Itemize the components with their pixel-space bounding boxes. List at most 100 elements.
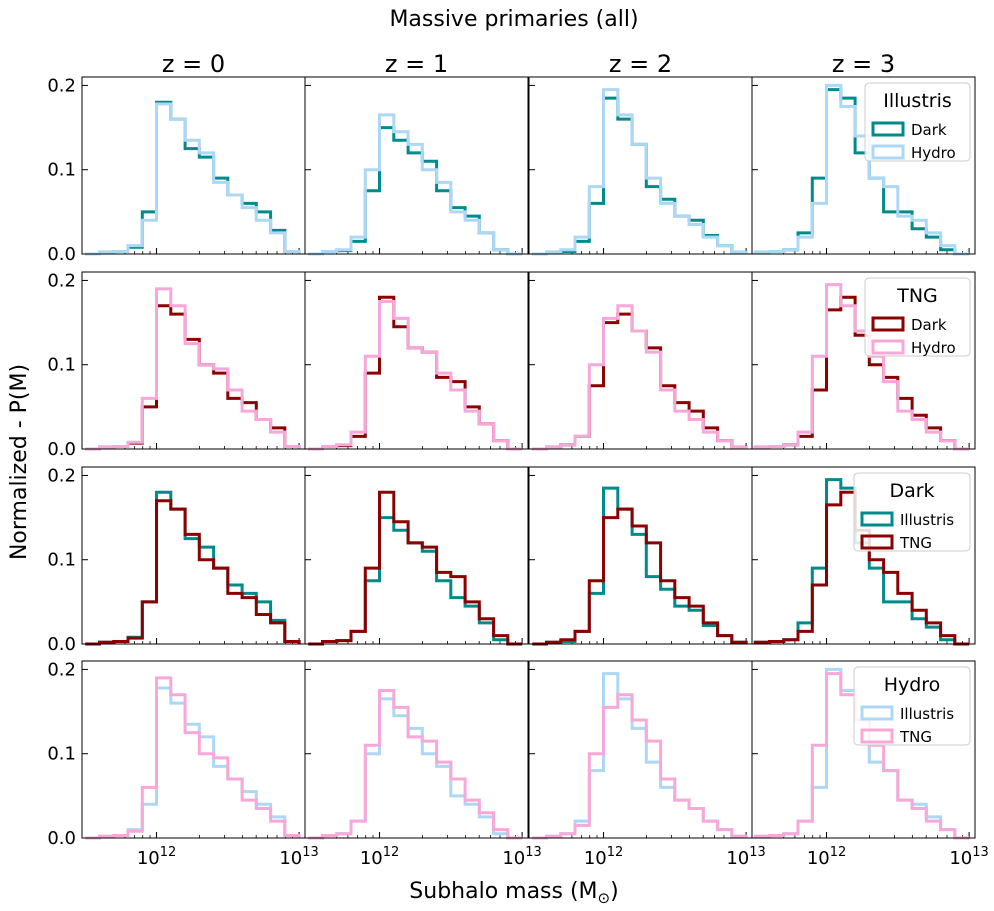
panel-frame bbox=[528, 466, 753, 645]
panel-r2-c3: Dark Illustris TNG bbox=[751, 466, 976, 646]
legend-label-hydro: Hydro bbox=[911, 144, 956, 162]
x-tick-base: 10 bbox=[584, 848, 607, 869]
x-tick-base: 10 bbox=[949, 848, 972, 869]
panel-frame bbox=[304, 76, 529, 255]
x-tick-exponent: 13 bbox=[749, 845, 766, 860]
legend-label-dark: Dark bbox=[911, 121, 947, 139]
panel-frame bbox=[304, 271, 529, 450]
legend-label-illustris: Illustris bbox=[900, 511, 954, 529]
x-tick-label: 1013 bbox=[949, 845, 988, 869]
panel-r0-c2: z = 2 bbox=[528, 50, 753, 256]
x-tick-exponent: 12 bbox=[607, 845, 624, 860]
panel-r3-c2: 1012 10 13 bbox=[528, 660, 766, 869]
x-tick-base: 10 bbox=[502, 848, 525, 869]
legend-title: Hydro bbox=[884, 674, 941, 696]
panel-frame bbox=[304, 660, 529, 839]
legend-swatch-dark bbox=[871, 121, 905, 137]
x-tick-label: 1012 bbox=[137, 845, 176, 869]
legend-swatch-tng bbox=[860, 728, 894, 744]
panel-r0-c1: z = 1 bbox=[304, 50, 529, 256]
legend-label-illustris: Illustris bbox=[900, 705, 954, 723]
histogram-dark-r0-c0 bbox=[85, 100, 301, 256]
panel-r1-c2 bbox=[528, 271, 753, 451]
panel-frame bbox=[528, 660, 753, 839]
x-tick-base: 10 bbox=[137, 848, 160, 869]
column-title: z = 3 bbox=[832, 50, 895, 78]
histogram-tng-r3-c1 bbox=[308, 689, 523, 840]
panel-frame bbox=[751, 76, 976, 255]
legend-label-tng: TNG bbox=[899, 728, 932, 746]
x-tick-exponent: 12 bbox=[830, 845, 847, 860]
panel-r2-c1 bbox=[304, 466, 529, 646]
histogram-hydro-r1-c3 bbox=[753, 283, 970, 451]
legend-swatch-hydro bbox=[871, 144, 905, 160]
panel-r2-c0: 0.0 0.1 0.2 bbox=[47, 465, 306, 655]
histogram-tng-r2-c1 bbox=[308, 490, 523, 646]
panel-frame bbox=[528, 76, 753, 255]
y-tick-label: 0.0 bbox=[47, 634, 76, 655]
x-tick-base: 10 bbox=[807, 848, 830, 869]
x-tick-exponent: 13 bbox=[525, 845, 542, 860]
legend-row-2: Dark Illustris TNG bbox=[853, 472, 971, 552]
panel-r1-c1 bbox=[304, 271, 529, 451]
panel-frame bbox=[304, 466, 529, 645]
legend-label-dark: Dark bbox=[911, 316, 947, 334]
legend-row-3: Hydro Illustris TNG bbox=[853, 666, 971, 746]
histogram-tng-r3-c2 bbox=[532, 693, 748, 840]
figure-suptitle: Massive primaries (all) bbox=[389, 7, 638, 32]
panel-frame bbox=[751, 271, 976, 450]
histogram-dark-r0-c2 bbox=[532, 96, 748, 256]
y-tick-label: 0.1 bbox=[47, 550, 76, 571]
histogram-illustris-r2-c1 bbox=[308, 516, 523, 646]
histogram-hydro-r0-c3 bbox=[753, 83, 970, 256]
column-title: z = 2 bbox=[609, 50, 672, 78]
legend-swatch-hydro bbox=[871, 339, 905, 355]
y-tick-label: 0.0 bbox=[47, 439, 76, 460]
legend-label-tng: TNG bbox=[899, 534, 932, 552]
panel-r1-c3: TNG Dark Hydro bbox=[751, 271, 976, 451]
panel-frame bbox=[751, 660, 976, 839]
histogram-hydro-r1-c0 bbox=[85, 287, 301, 451]
panel-frame bbox=[751, 466, 976, 645]
panel-r1-c0: 0.0 0.1 0.2 bbox=[47, 270, 306, 460]
histogram-hydro-r1-c2 bbox=[532, 304, 748, 451]
legend-box bbox=[864, 277, 971, 357]
legend-box bbox=[853, 472, 971, 552]
histogram-dark-r1-c2 bbox=[532, 312, 748, 451]
histogram-tng-r2-c0 bbox=[85, 499, 301, 646]
x-axis-label: Subhalo mass (M⊙) bbox=[409, 879, 618, 907]
panel-r2-c2 bbox=[528, 466, 753, 646]
panel-r3-c1: 1012 1013 bbox=[304, 660, 542, 869]
legend-row-1: TNG Dark Hydro bbox=[864, 277, 971, 357]
x-tick-label: 1012 bbox=[807, 845, 846, 869]
y-tick-label: 0.0 bbox=[47, 828, 76, 849]
x-tick-label: 1012 bbox=[584, 845, 623, 869]
histogram-tng-r2-c2 bbox=[532, 507, 748, 646]
histogram-dark-r1-c0 bbox=[85, 304, 301, 451]
y-axis-label: Normalized - P(M) bbox=[7, 364, 32, 560]
x-axis-label-close: ) bbox=[610, 879, 619, 904]
histogram-illustris-r3-c0 bbox=[85, 686, 301, 840]
histogram-dark-r0-c1 bbox=[308, 126, 523, 256]
x-tick-exponent: 13 bbox=[972, 845, 989, 860]
x-tick-exponent: 13 bbox=[302, 845, 319, 860]
histogram-illustris-r3-c1 bbox=[308, 697, 523, 840]
y-tick-label: 0.1 bbox=[47, 160, 76, 181]
histogram-illustris-r3-c2 bbox=[532, 672, 748, 840]
panel-r0-c3: z = 3 Illustris Dark Hydro bbox=[751, 50, 976, 256]
legend-title: Illustris bbox=[883, 90, 952, 112]
x-tick-base: 10 bbox=[360, 848, 383, 869]
histogram-dark-r1-c1 bbox=[308, 295, 523, 451]
x-axis-label-text: Subhalo mass (M bbox=[409, 879, 597, 904]
legend-swatch-illustris bbox=[860, 511, 894, 527]
x-tick-exponent: 12 bbox=[383, 845, 400, 860]
x-tick-label: 1012 bbox=[360, 845, 399, 869]
legend-label-hydro: Hydro bbox=[911, 339, 956, 357]
y-tick-label: 0.1 bbox=[47, 744, 76, 765]
x-tick-base: 10 bbox=[279, 848, 302, 869]
y-tick-label: 0.1 bbox=[47, 355, 76, 376]
x-tick-exponent: 12 bbox=[160, 845, 177, 860]
histogram-hydro-r0-c0 bbox=[85, 102, 301, 256]
y-tick-label: 0.0 bbox=[47, 244, 76, 265]
